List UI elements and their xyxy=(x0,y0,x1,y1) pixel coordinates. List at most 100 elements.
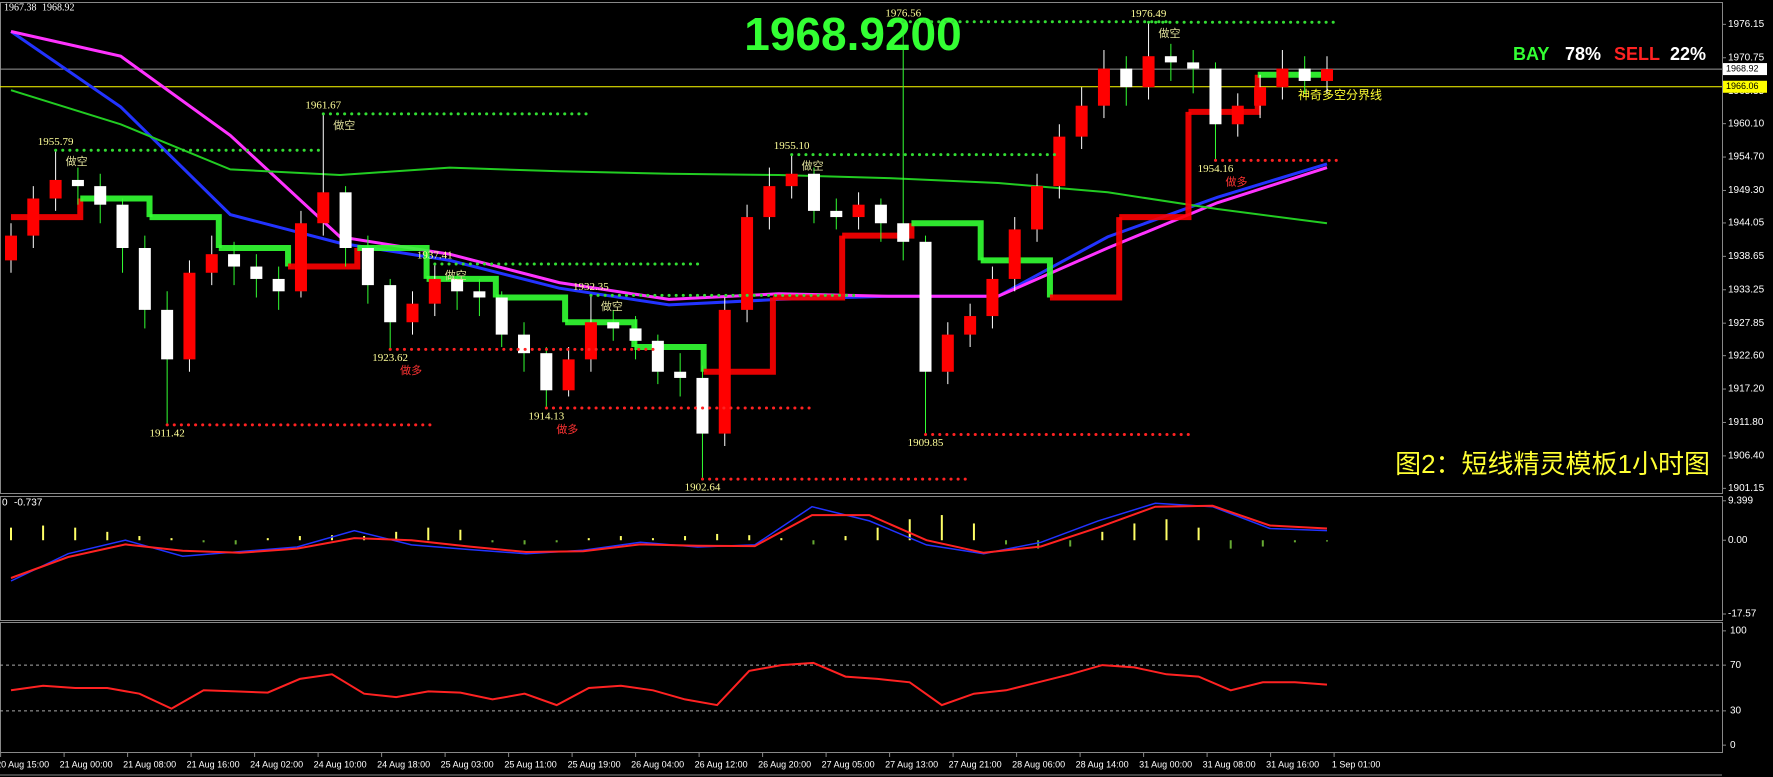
price-label: 1976.49 xyxy=(1131,8,1167,20)
ladder-step xyxy=(149,214,222,248)
candle-body xyxy=(1298,68,1311,81)
osc-y-tick-label: 70 xyxy=(1730,660,1742,671)
price-label: 1961.67 xyxy=(305,99,341,111)
candle-body xyxy=(874,204,887,224)
candle-body xyxy=(629,328,642,341)
candle-body xyxy=(1231,105,1244,125)
candle-body xyxy=(518,334,531,354)
x-tick-label: 21 Aug 08:00 xyxy=(123,759,176,769)
candle-body xyxy=(5,235,17,261)
candle-body xyxy=(161,309,174,360)
price-label: 1909.85 xyxy=(908,437,944,449)
macd-y-tick-label: 9.399 xyxy=(1728,495,1753,506)
candle-body xyxy=(339,192,352,248)
candle-body xyxy=(272,278,285,292)
ladder-step xyxy=(842,223,915,239)
moving-average xyxy=(10,89,1328,225)
ask-axis-label: 1968.92 xyxy=(1726,63,1759,73)
candle-body xyxy=(562,359,575,391)
signal-label: 做空 xyxy=(445,268,467,282)
candle-body xyxy=(852,204,865,218)
candle-body xyxy=(1120,68,1133,88)
price-label: 1902.64 xyxy=(685,482,721,494)
y-tick-label: 1933.25 xyxy=(1728,284,1765,295)
oscillator-line xyxy=(10,661,1328,710)
price-label: 1932.35 xyxy=(573,281,609,293)
x-tick-label: 27 Aug 05:00 xyxy=(822,759,875,769)
price-label: 1976.56 xyxy=(885,7,921,19)
candle-body xyxy=(584,322,597,360)
candle-body xyxy=(205,254,218,273)
ladder-step xyxy=(1049,217,1123,301)
candle-body xyxy=(785,173,798,187)
x-tick-label: 21 Aug 00:00 xyxy=(60,759,113,769)
candle-body xyxy=(1097,68,1110,106)
candle-body xyxy=(116,204,129,248)
signal-label: 做空 xyxy=(1159,26,1181,40)
x-tick-label: 28 Aug 06:00 xyxy=(1012,759,1065,769)
price-label: 1955.79 xyxy=(38,136,74,148)
x-tick-label: 26 Aug 12:00 xyxy=(695,759,748,769)
ladder-step xyxy=(1119,111,1192,221)
price-label: 1911.42 xyxy=(149,427,184,439)
boundary-label: 神奇多空分界线 xyxy=(1298,88,1382,102)
macd-signal xyxy=(10,504,1328,579)
candle-body xyxy=(27,198,40,236)
ladder-step xyxy=(357,245,430,279)
price-label: 1955.10 xyxy=(774,140,810,152)
y-tick-label: 1976.15 xyxy=(1728,19,1765,30)
last-price: 1968.9200 xyxy=(744,8,961,60)
y-tick-label: 1911.80 xyxy=(1728,417,1764,428)
ladder-step xyxy=(495,294,569,323)
candle-body xyxy=(651,340,664,372)
y-tick-label: 1922.60 xyxy=(1728,350,1765,361)
ladder-step xyxy=(426,275,499,298)
ask-axis-label-box xyxy=(1723,63,1767,76)
x-tick-label: 27 Aug 21:00 xyxy=(949,759,1002,769)
signal-label: 做空 xyxy=(66,154,88,168)
candle-body xyxy=(71,179,84,187)
candle-body xyxy=(1187,62,1200,69)
ladder-step xyxy=(288,248,361,270)
signal-label: 做多 xyxy=(556,422,578,436)
y-tick-label: 1970.75 xyxy=(1728,52,1765,63)
candle-body xyxy=(807,173,820,211)
x-tick-label: 20 Aug 15:00 xyxy=(0,759,49,769)
moving-average xyxy=(10,30,1328,301)
candle-body xyxy=(1075,105,1088,137)
candle-body xyxy=(451,278,464,292)
signal-label: 做多 xyxy=(1225,174,1247,188)
y-tick-label: 1954.70 xyxy=(1728,152,1765,163)
buy-percent: 78% xyxy=(1565,44,1601,64)
y-tick-label: 1944.05 xyxy=(1728,218,1765,229)
y-tick-label: 1938.65 xyxy=(1728,251,1765,262)
caption: 图2：短线精灵模板1小时图 xyxy=(1395,449,1710,479)
ladder-step xyxy=(980,257,1053,298)
x-tick-label: 26 Aug 04:00 xyxy=(631,759,684,769)
candle-body xyxy=(607,322,620,329)
y-tick-label: 1927.85 xyxy=(1728,318,1765,329)
ladder-step xyxy=(218,245,292,267)
x-tick-label: 31 Aug 16:00 xyxy=(1266,759,1319,769)
x-tick-label: 31 Aug 08:00 xyxy=(1203,759,1256,769)
candle-body xyxy=(1053,136,1066,187)
macd-panel xyxy=(0,496,1723,621)
x-tick-label: 25 Aug 19:00 xyxy=(568,759,621,769)
candle-body xyxy=(1142,56,1155,88)
candle-body xyxy=(228,254,241,267)
candle-body xyxy=(1164,56,1177,63)
x-tick-label: 26 Aug 20:00 xyxy=(758,759,811,769)
y-tick-label: 1917.20 xyxy=(1728,384,1765,395)
y-tick-label: 1960.10 xyxy=(1728,118,1765,129)
x-tick-label: 27 Aug 13:00 xyxy=(885,759,938,769)
candle-body xyxy=(718,309,731,434)
candle-body xyxy=(1008,229,1021,279)
x-tick-label: 24 Aug 10:00 xyxy=(314,759,367,769)
sell-label: SELL xyxy=(1614,44,1660,64)
x-tick-label: 25 Aug 03:00 xyxy=(441,759,494,769)
candle-body xyxy=(986,278,999,317)
x-tick-label: 24 Aug 02:00 xyxy=(250,759,303,769)
ladder-step xyxy=(772,235,846,301)
